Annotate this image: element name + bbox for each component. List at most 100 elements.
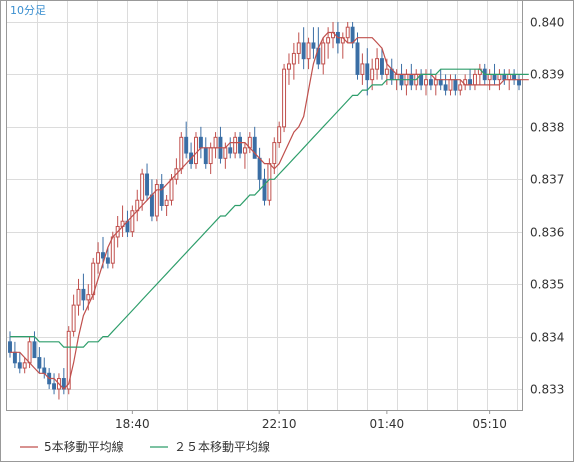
x-tick-label: 22:10 — [262, 417, 297, 431]
legend: 5本移動平均線 ２５本移動平均線 — [20, 439, 270, 454]
legend-label-ma5: 5本移動平均線 — [44, 439, 124, 454]
candle-body-down — [37, 357, 42, 369]
candle-body-down — [238, 136, 242, 154]
candle-body-up — [208, 147, 213, 165]
candle-body-down — [443, 84, 448, 91]
candle-body-up — [321, 42, 326, 65]
candle-body-down — [12, 351, 17, 364]
candle-body-up — [140, 173, 145, 201]
y-tick-label: 0.834 — [530, 331, 564, 345]
candle-body-up — [76, 288, 81, 306]
candle-body-up — [345, 26, 350, 39]
candle-body-down — [8, 341, 12, 353]
candle-body-down — [350, 26, 355, 44]
candle-body-up — [282, 68, 287, 128]
candle-body-up — [370, 68, 375, 81]
candle-body-down — [149, 194, 154, 217]
y-axis-tick-labels: 0.833 0.834 0.835 0.836 0.837 0.838 0.839 0.840 — [530, 16, 564, 397]
candle-body-down — [428, 79, 433, 86]
candle-body-up — [27, 341, 32, 364]
candle-body-down — [198, 136, 203, 149]
candle-body-up — [154, 184, 159, 217]
candle-body-down — [301, 42, 306, 60]
legend-label-ma25: ２５本移動平均線 — [174, 439, 270, 454]
candle-body-up — [487, 73, 492, 81]
candle-body-up — [458, 84, 463, 91]
candle-body-up — [296, 42, 301, 54]
candle-body-down — [184, 136, 189, 154]
x-tick-label: 05:10 — [472, 417, 507, 431]
candle-body-down — [257, 157, 262, 180]
candle-body-up — [164, 199, 169, 206]
candle-body-up — [433, 79, 438, 86]
ma5-line — [10, 31, 529, 390]
candle-body-up — [287, 63, 291, 70]
y-tick-label: 0.836 — [530, 226, 564, 240]
candle-body-up — [277, 126, 282, 144]
candle-body-down — [379, 58, 384, 75]
candle-body-down — [105, 257, 110, 264]
moving-average-lines — [10, 31, 529, 390]
y-tick-label: 0.839 — [530, 68, 564, 82]
candle-body-up — [267, 163, 272, 201]
candle-body-up — [384, 68, 389, 75]
candle-body-down — [101, 252, 105, 259]
candle-body-up — [130, 210, 135, 233]
candle-body-down — [517, 79, 521, 86]
candle-body-up — [86, 294, 91, 301]
candle-body-up — [291, 52, 296, 65]
candle-body-down — [311, 42, 316, 49]
plot-area-border — [6, 0, 523, 411]
candle-body-down — [502, 73, 507, 81]
candle-body-up — [360, 63, 365, 75]
candle-body-up — [110, 236, 115, 264]
candle-body-down — [262, 178, 267, 201]
candle-body-down — [203, 147, 208, 165]
y-tick-label: 0.838 — [530, 121, 564, 135]
ma25-line — [10, 68, 529, 348]
candle-body-down — [159, 184, 164, 206]
candle-body-up — [472, 73, 477, 86]
candle-body-down — [42, 367, 47, 374]
candle-body-up — [394, 73, 399, 81]
candle-body-up — [213, 136, 218, 149]
candle-body-down — [512, 73, 517, 81]
candle-body-down — [52, 383, 57, 390]
x-tick-label: 18:40 — [115, 417, 150, 431]
candle-body-up — [169, 178, 174, 201]
candle-body-down — [252, 136, 257, 159]
candle-body-up — [448, 79, 453, 91]
candle-body-up — [242, 147, 247, 154]
candle-body-down — [17, 362, 22, 369]
x-tick-label: 01:40 — [370, 417, 405, 431]
candle-body-up — [375, 58, 380, 70]
candle-body-up — [233, 136, 238, 154]
candle-body-up — [194, 136, 198, 165]
candle-body-up — [71, 304, 76, 332]
y-tick-label: 0.835 — [530, 278, 564, 292]
candle-body-down — [228, 147, 233, 154]
candle-body-down — [32, 341, 37, 359]
candle-body-up — [424, 79, 428, 86]
candle-body-up — [306, 42, 311, 60]
candle-body-up — [179, 136, 184, 170]
candle-body-up — [326, 37, 331, 44]
candle-body-down — [438, 79, 443, 86]
candle-body-down — [453, 79, 458, 91]
candle-body-up — [497, 73, 502, 81]
y-tick-label: 0.840 — [530, 16, 564, 30]
candle-body-up — [272, 142, 277, 165]
timeframe-label: 10分足 — [10, 4, 46, 17]
candle-body-up — [66, 330, 71, 390]
candle-body-down — [492, 73, 497, 81]
x-axis-tick-labels: 18:40 22:10 01:40 05:10 — [115, 410, 507, 431]
candle-body-up — [223, 147, 228, 159]
candle-body-up — [96, 252, 101, 264]
y-tick-label: 0.837 — [530, 173, 564, 187]
candle-body-down — [355, 42, 360, 75]
candle-body-up — [22, 362, 27, 369]
candle-body-down — [81, 288, 86, 301]
candle-body-down — [145, 173, 150, 196]
